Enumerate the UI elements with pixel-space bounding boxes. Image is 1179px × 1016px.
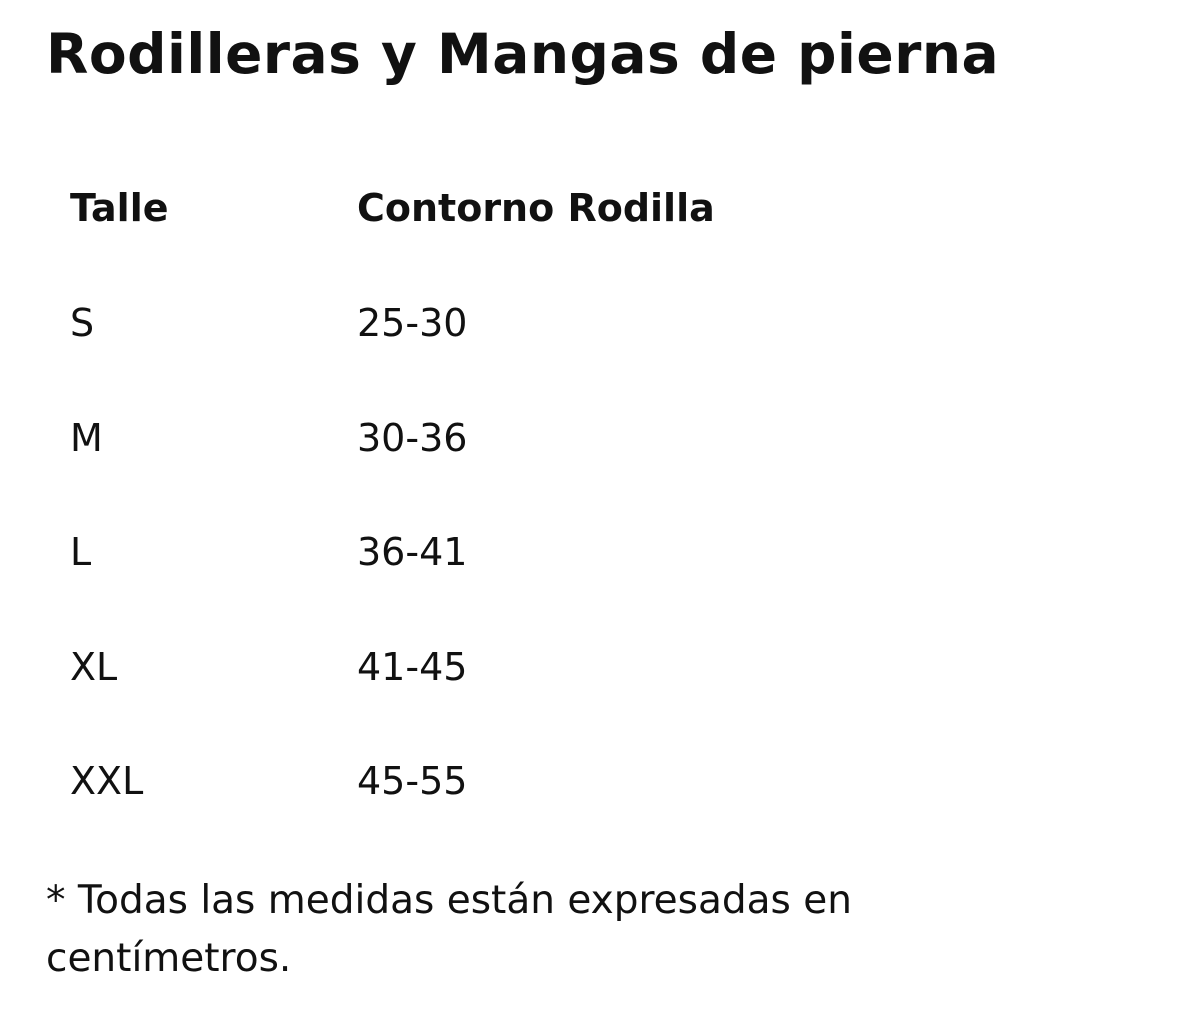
table-cell: 45-55 <box>357 759 468 803</box>
header-cell: Contorno Rodilla <box>357 186 715 230</box>
table-cell: 41-45 <box>357 644 468 689</box>
table-cell: 25-30 <box>357 301 468 345</box>
table-cell: XXL <box>70 759 144 803</box>
page-title: Rodilleras y Mangas de pierna <box>46 22 1000 86</box>
footnote: * Todas las medidas están expresadas en … <box>46 878 852 981</box>
header-cell: Talle <box>70 186 169 230</box>
table-cell: S <box>70 301 95 345</box>
table-cell: L <box>70 530 92 574</box>
table-cell: XL <box>70 644 118 689</box>
table-cell: M <box>70 415 103 460</box>
table-cell: 30-36 <box>357 415 468 460</box>
table-cell: 36-41 <box>357 530 468 574</box>
